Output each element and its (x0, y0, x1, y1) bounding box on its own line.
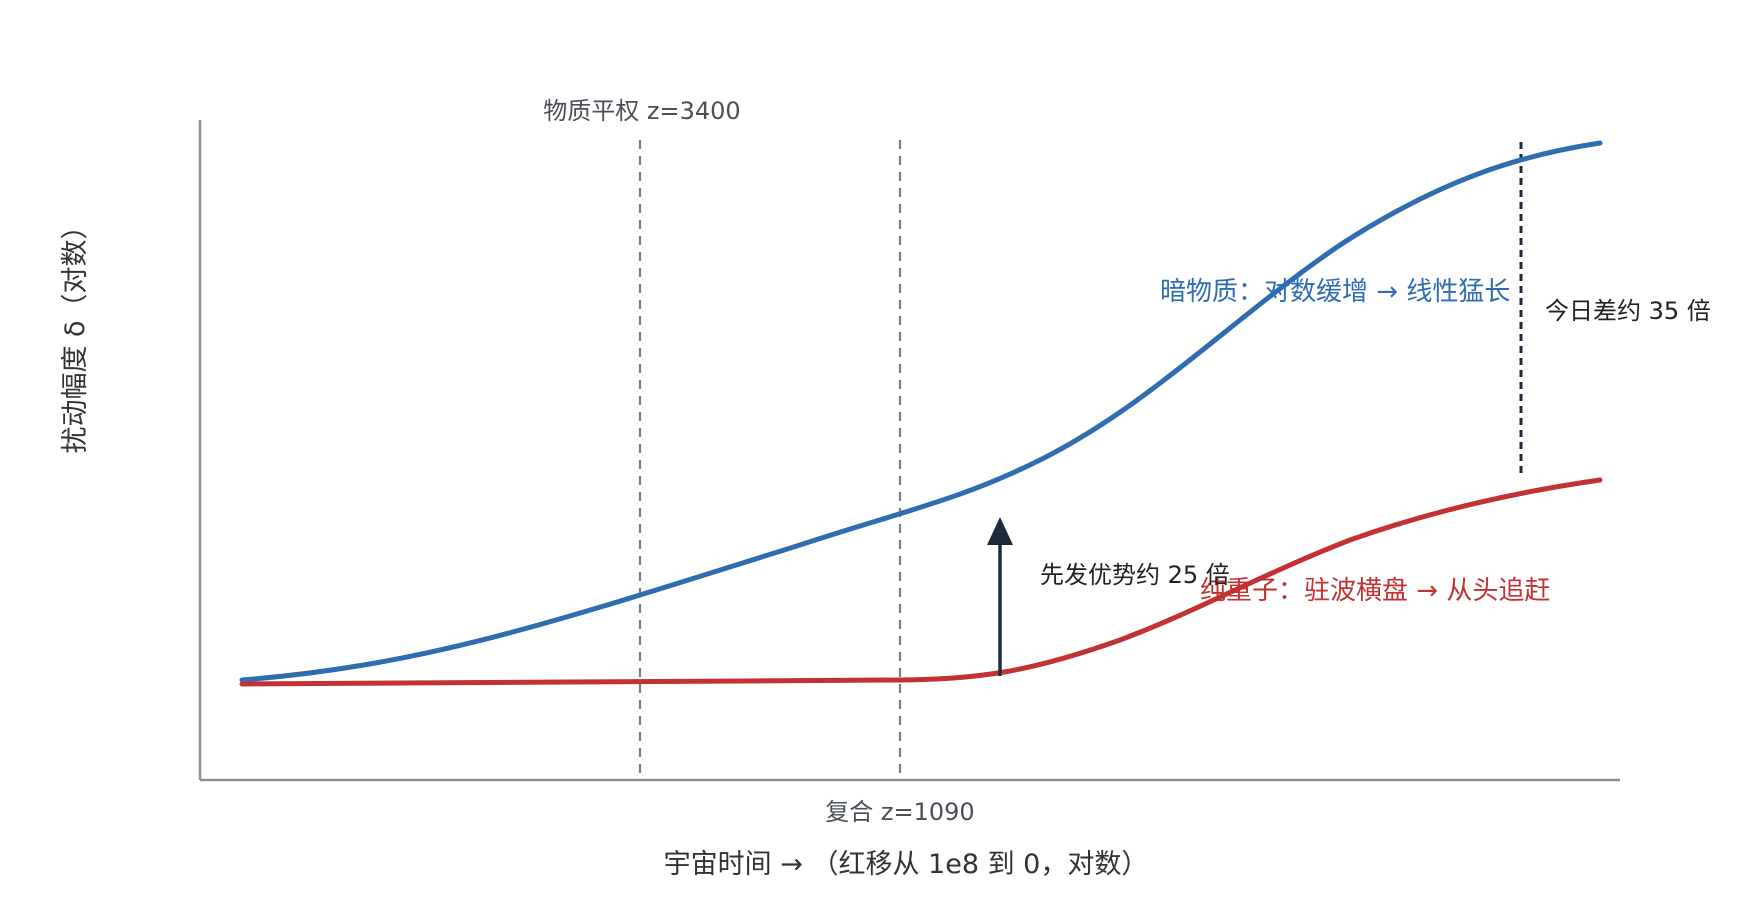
x-axis-title: 宇宙时间 → （红移从 1e8 到 0，对数） (664, 849, 1149, 880)
series-line-dark-matter (239, 140, 1603, 683)
series-label-dark-matter: 暗物质：对数缓增 → 线性猛长 (1160, 277, 1510, 307)
head-start-label: 先发优势约 25 倍 (1040, 561, 1230, 589)
head-start-arrowhead (987, 517, 1013, 545)
recombination-label: 复合 z=1090 (825, 798, 974, 826)
matter-equality-label: 物质平权 z=3400 (543, 97, 740, 125)
today-gap-label: 今日差约 35 倍 (1545, 297, 1711, 325)
y-axis-title: 扰动幅度 δ（对数） (60, 212, 91, 453)
series-label-baryon: 纯重子：驻波横盘 → 从头追赶 (1200, 576, 1550, 606)
series-line-baryon (239, 477, 1603, 687)
